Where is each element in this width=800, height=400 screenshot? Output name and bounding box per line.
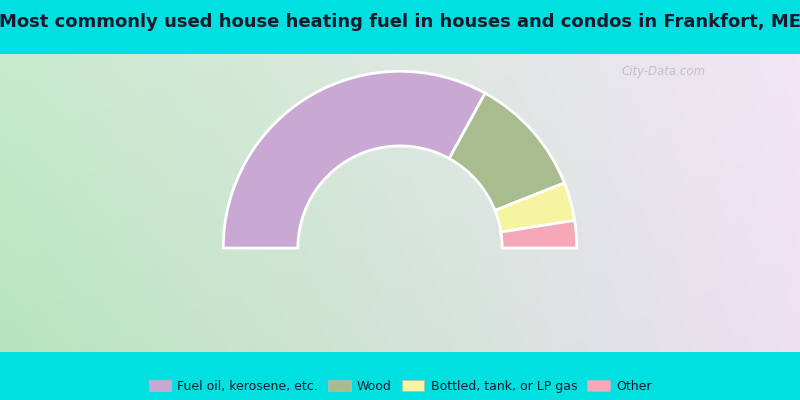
- Legend: Fuel oil, kerosene, etc., Wood, Bottled, tank, or LP gas, Other: Fuel oil, kerosene, etc., Wood, Bottled,…: [145, 376, 655, 396]
- Wedge shape: [495, 183, 574, 232]
- Text: City-Data.com: City-Data.com: [622, 66, 706, 78]
- Wedge shape: [450, 93, 564, 210]
- Wedge shape: [223, 71, 485, 248]
- Wedge shape: [501, 220, 577, 248]
- Text: Most commonly used house heating fuel in houses and condos in Frankfort, ME: Most commonly used house heating fuel in…: [0, 13, 800, 31]
